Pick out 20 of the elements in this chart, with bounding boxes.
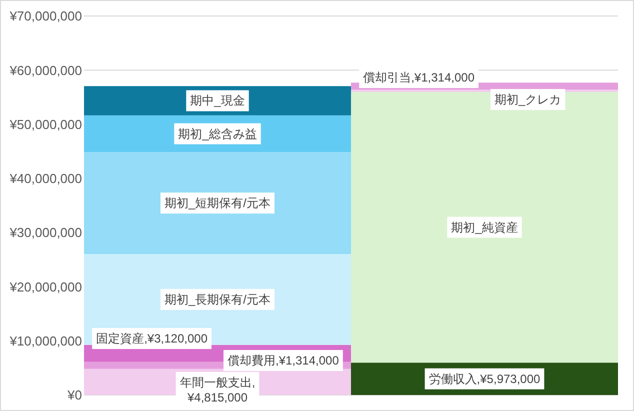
y-tick-label: ¥60,000,000 (8, 62, 82, 78)
series-label: 期初_純資産 (451, 220, 518, 234)
y-tick-label: ¥50,000,000 (8, 116, 82, 132)
series-label: 期中_現金 (190, 94, 245, 108)
text: 償却費用,¥1,314,000 (227, 354, 339, 368)
text: 年間一般支出, (180, 376, 256, 390)
series-label: 期初_長期保有/元本 (164, 292, 271, 306)
y-tick-label: ¥0 (66, 388, 82, 403)
text: ¥4,815,000 (187, 390, 248, 404)
y-tick-label: ¥30,000,000 (8, 225, 82, 240)
text: 労働収入,¥5,973,000 (428, 372, 540, 386)
y-tick-label: ¥10,000,000 (8, 333, 82, 348)
y-tick-label: ¥70,000,000 (8, 8, 82, 24)
series-label: 期初_クレカ (494, 92, 562, 107)
y-tick-label: ¥20,000,000 (8, 279, 82, 294)
series-label: 期初_短期保有/元本 (164, 196, 271, 210)
text: 固定資産,¥3,120,000 (96, 332, 208, 346)
series-label: 期初_総含み益 (178, 126, 257, 141)
text: 償却引当,¥1,314,000 (363, 70, 475, 85)
y-tick-label: ¥40,000,000 (8, 171, 82, 186)
